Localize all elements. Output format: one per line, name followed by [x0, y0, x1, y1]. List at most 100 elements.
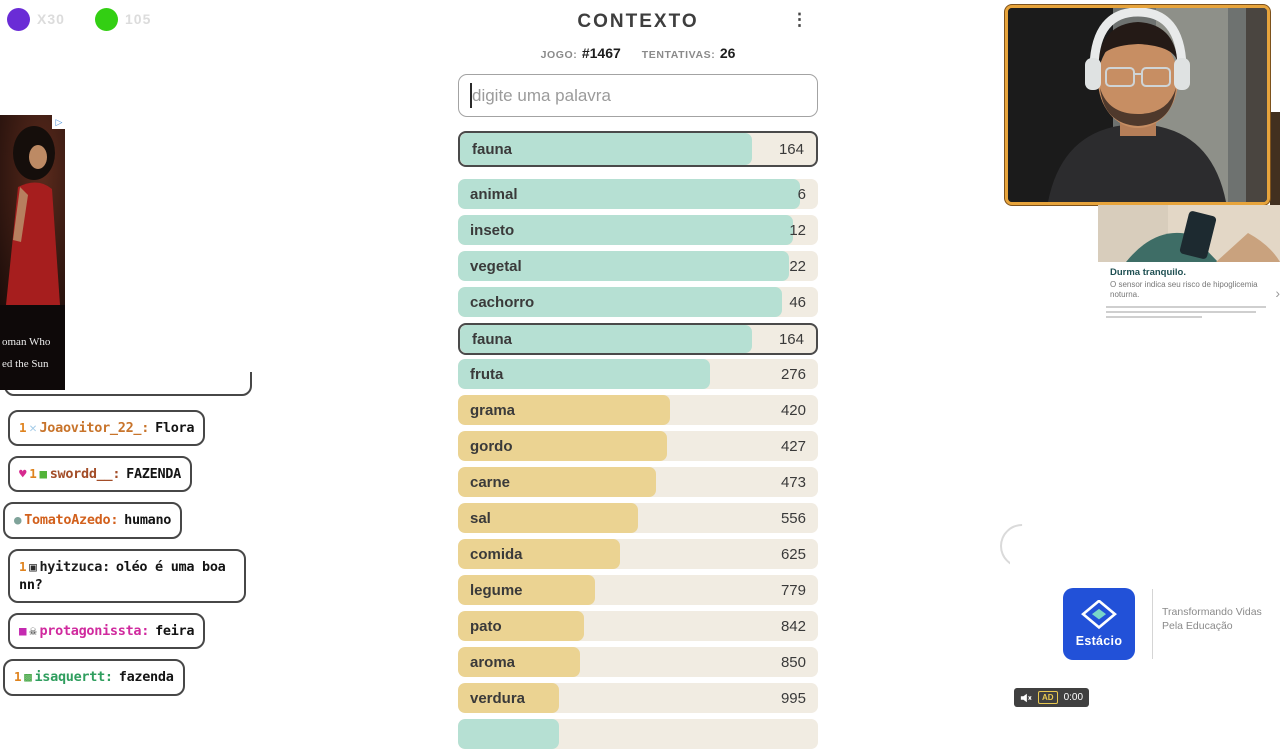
chat-text: humano: [124, 512, 172, 529]
guess-row: gordo 427: [458, 431, 818, 461]
chevron-right-icon[interactable]: ›: [1275, 285, 1280, 301]
webcam-overlay: [1005, 5, 1270, 205]
guess-bar: [458, 179, 800, 209]
chat-message: ● TomatoAzedo: humano: [3, 502, 183, 539]
chat-badges: ■ ☠: [19, 623, 39, 639]
guess-rank: 22: [789, 257, 806, 275]
guess-bar: [458, 503, 638, 533]
chat-badge-icon: 1: [29, 466, 37, 482]
guess-word: fauna: [472, 140, 513, 158]
chat-badge-icon: 1: [19, 420, 27, 435]
game-header: CONTEXTO ⋮: [458, 0, 818, 33]
chat-badge-icon: ♥: [19, 466, 27, 482]
estacio-diamond-icon: [1081, 600, 1117, 630]
sensor-ad[interactable]: Durma tranquilo. O sensor indica seu ris…: [1098, 205, 1280, 323]
guess-row: vegetal 22: [458, 251, 818, 281]
guess-bar: [460, 133, 752, 165]
guess-word: aroma: [470, 653, 516, 671]
chat-username: hyitzuca:: [39, 558, 110, 575]
guess-rank: 850: [780, 653, 806, 671]
guess-row: animal 6: [458, 179, 818, 209]
ad-timer: 0:00: [1063, 692, 1084, 703]
estacio-brand: Estácio: [1075, 634, 1123, 648]
chat-overlay: 1 ✕ Joaovitor_22_: Flora ♥ 1 ■ swordd__: FAZEND…: [0, 410, 262, 706]
chat-message: 1 ▩ isaquertt: fazenda: [3, 659, 185, 696]
chat-badges: ●: [14, 512, 24, 528]
poster-title: oman Who ed the Sun: [0, 305, 65, 375]
guess-word: animal: [470, 185, 518, 203]
jogo-label: JOGO:: [540, 49, 578, 61]
chat-message: ♥ 1 ■ swordd__: FAZENDA: [8, 456, 192, 493]
green-circle-icon: [95, 8, 118, 31]
estacio-ad[interactable]: Estácio Transformando Vidas Pela Educaçã…: [1010, 556, 1280, 706]
guess-bar: [458, 215, 793, 245]
guess-rank: 164: [778, 330, 804, 348]
guess-bar: [458, 359, 710, 389]
chat-text: FAZENDA: [126, 466, 181, 483]
guess-bar: [458, 539, 620, 569]
chat-badge-icon: ●: [14, 512, 22, 528]
chat-badge-icon: ■: [19, 623, 27, 639]
chat-badges: 1 ✕: [19, 420, 39, 436]
guess-rank: 625: [780, 545, 806, 563]
sensor-ad-headline: Durma tranquilo.: [1110, 267, 1187, 278]
estacio-tagline: Transformando Vidas Pela Educação: [1162, 606, 1262, 632]
guess-word: legume: [470, 581, 523, 599]
guess-bar: [458, 467, 656, 497]
guess-word: gordo: [470, 437, 513, 455]
guess-row: fauna 164: [458, 131, 818, 167]
guess-row: inseto 12: [458, 215, 818, 245]
purple-circle-icon: [7, 8, 30, 31]
guess-row: fauna 164: [458, 323, 818, 355]
chat-badge-icon: 1: [19, 558, 27, 574]
guess-row: [458, 719, 818, 749]
current-guess-slot: fauna 164: [458, 131, 818, 167]
movie-poster-ad[interactable]: oman Who ed the Sun: [0, 115, 65, 390]
sensor-ad-fineprint: [1106, 305, 1280, 318]
tentativas-value: 26: [719, 45, 736, 61]
jogo-value: #1467: [581, 45, 621, 61]
guess-bar: [458, 575, 595, 605]
guess-bar: [458, 683, 559, 713]
guess-word: comida: [470, 545, 523, 563]
chat-badges: 1 ▣: [19, 559, 39, 575]
kebab-menu-icon[interactable]: ⋮: [791, 10, 808, 29]
chat-badge-icon: ✕: [29, 420, 37, 435]
guess-row: grama 420: [458, 395, 818, 425]
chat-badge-icon: ▩: [24, 669, 32, 685]
poster-title-line2: ed the Sun: [2, 358, 49, 370]
guess-rank: 995: [780, 689, 806, 707]
guess-rank: 276: [780, 365, 806, 383]
chat-message: 1 ▣ hyitzuca: oléo é uma boa nn?: [8, 548, 246, 604]
mute-icon[interactable]: [1020, 692, 1032, 704]
guess-row: cachorro 46: [458, 287, 818, 317]
word-input[interactable]: [458, 74, 818, 117]
contexto-game-panel: CONTEXTO ⋮ JOGO: #1467 TENTATIVAS: 26 fa…: [458, 0, 818, 755]
guess-word: inseto: [470, 221, 515, 239]
guess-row: verdura 995: [458, 683, 818, 713]
chat-message: 1 ✕ Joaovitor_22_: Flora: [8, 410, 206, 447]
poster-title-line1: oman Who: [2, 336, 51, 348]
guess-rank: 12: [789, 221, 806, 239]
sensor-ad-body: O sensor indica seu risco de hipoglicemi…: [1110, 280, 1258, 300]
chat-text: oléo é uma boa nn?: [19, 558, 226, 593]
guess-row: fruta 276: [458, 359, 818, 389]
guess-word: carne: [470, 473, 511, 491]
chat-username: Joaovitor_22_:: [39, 420, 150, 436]
chat-text: fazenda: [118, 669, 174, 686]
chat-badges: 1 ▩: [14, 669, 34, 685]
guess-bar: [458, 431, 667, 461]
chat-badge-icon: ▣: [29, 558, 37, 574]
chat-badge-icon: ■: [39, 466, 47, 482]
guess-rank: 46: [789, 293, 806, 311]
poster-photo: [0, 115, 65, 305]
guess-rank: 420: [780, 401, 806, 419]
estacio-logo[interactable]: Estácio: [1063, 588, 1135, 660]
guess-rank: 164: [778, 140, 804, 158]
stream-counters: X30 105: [0, 0, 200, 40]
guess-word: fauna: [472, 330, 513, 348]
guess-list: animal 6 inseto 12 vegetal 22 cachorro 4…: [458, 179, 818, 749]
guess-bar: [458, 287, 782, 317]
adchoices-icon[interactable]: ▷: [52, 115, 66, 129]
guess-word: vegetal: [470, 257, 522, 275]
